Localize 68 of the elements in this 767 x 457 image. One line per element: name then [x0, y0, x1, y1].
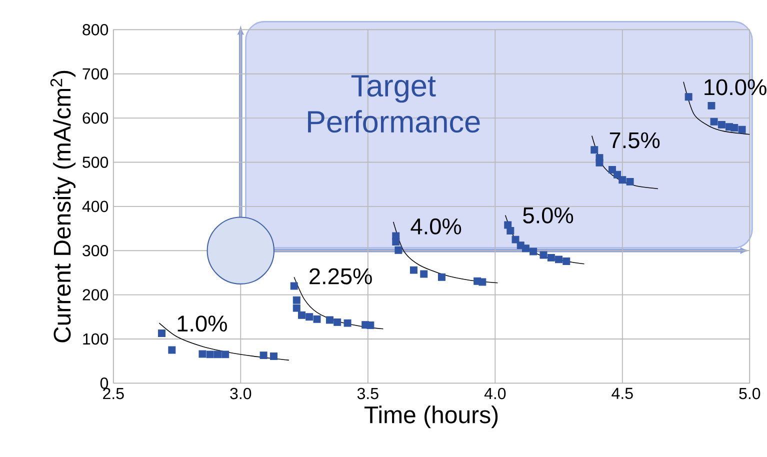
point [290, 282, 298, 290]
point [306, 313, 314, 321]
point [222, 350, 230, 358]
y-tick-label: 700 [82, 68, 108, 80]
point [512, 236, 520, 244]
point [730, 124, 738, 132]
point [198, 350, 206, 358]
x-tick-label: 3.5 [357, 388, 378, 400]
point [206, 350, 214, 358]
point [608, 166, 616, 174]
point [334, 318, 342, 326]
point [344, 319, 352, 327]
point [206, 216, 275, 284]
y-tick-label: 300 [82, 244, 108, 256]
point [326, 316, 334, 324]
point [708, 102, 716, 110]
y-tick-label: 400 [82, 200, 108, 212]
point [392, 238, 400, 246]
point [718, 120, 726, 128]
point [292, 296, 300, 304]
point [420, 270, 428, 278]
point [618, 176, 626, 184]
point [522, 244, 530, 252]
y-axis-title: Current Density (mA/cm$^{2}$) [50, 70, 76, 342]
series-label: 7.5% [610, 132, 660, 148]
point [270, 352, 278, 360]
x-tick-label: 4.5 [612, 388, 633, 399]
series-label: 5.0% [523, 207, 574, 224]
point [530, 248, 538, 256]
x-axis-title: Time (hours) [364, 406, 498, 428]
point [214, 350, 222, 358]
point [626, 178, 634, 186]
point [168, 346, 176, 354]
point [506, 226, 514, 234]
x-tick-label: 3.0 [230, 388, 252, 400]
y-tick-label: 0 [100, 377, 108, 389]
point [540, 251, 548, 259]
y-tick-label: 200 [82, 289, 108, 300]
point [555, 256, 563, 264]
y-tick-label: 800 [82, 24, 108, 36]
point [298, 311, 306, 319]
point [394, 246, 402, 254]
point [410, 266, 418, 274]
point [158, 329, 166, 337]
series-label: 1.0% [178, 315, 227, 332]
point [292, 304, 300, 312]
series-label: 4.0% [410, 218, 462, 234]
x-tick-label: 5.0 [739, 388, 760, 400]
point [547, 254, 555, 262]
point [260, 351, 268, 359]
series-label: 2.25% [310, 268, 372, 284]
point [684, 93, 692, 100]
point [562, 257, 570, 265]
y-tick-label: 600 [82, 112, 108, 124]
point [366, 321, 374, 329]
point [596, 158, 604, 166]
point [438, 273, 446, 281]
x-tick-label: 4.0 [484, 388, 506, 400]
point [313, 315, 321, 323]
series-label: 10.0% [704, 79, 766, 96]
point [478, 278, 486, 286]
point [710, 118, 718, 126]
point [590, 146, 598, 154]
y-tick-label: 500 [82, 156, 108, 168]
x-tick-label: 2.5 [103, 388, 124, 400]
y-tick-label: 100 [83, 333, 108, 345]
annotation: Target Performance [308, 75, 480, 133]
point [738, 126, 746, 134]
